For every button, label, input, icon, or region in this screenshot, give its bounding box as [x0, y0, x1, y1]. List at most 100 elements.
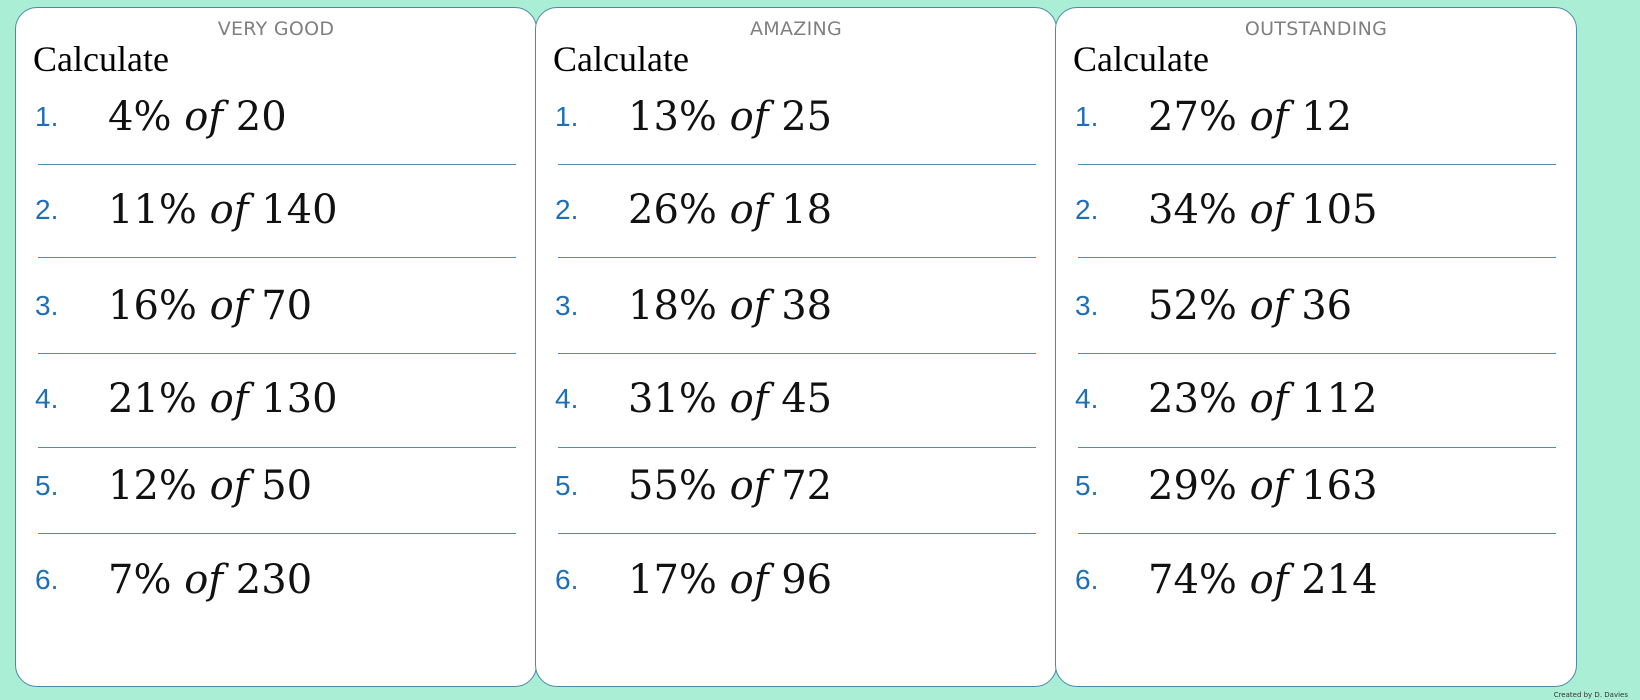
question-expression: 29% of 163: [1148, 456, 1378, 516]
answer-line: [1078, 257, 1556, 258]
question-number: 6.: [35, 564, 59, 595]
amount-value: 72: [781, 463, 833, 509]
answer-line: [558, 164, 1036, 165]
amount-value: 50: [261, 463, 313, 509]
question-expression: 11% of 140: [108, 180, 338, 240]
amount-value: 25: [781, 94, 833, 140]
answer-line: [38, 447, 516, 448]
answer-line: [1078, 447, 1556, 448]
answer-line: [558, 353, 1036, 354]
amount-value: 12: [1301, 94, 1353, 140]
question-number: 3.: [1075, 290, 1099, 321]
instruction-heading: Calculate: [33, 39, 169, 79]
question-number: 5.: [555, 470, 579, 501]
question-expression: 21% of 130: [108, 369, 338, 429]
question-expression: 12% of 50: [108, 456, 312, 516]
question-number: 4.: [35, 383, 59, 414]
amount-value: 18: [781, 187, 833, 233]
instruction-heading: Calculate: [1073, 39, 1209, 79]
of-word: of: [729, 463, 769, 509]
question-item: 2. 26% of 18: [536, 180, 1056, 240]
question-expression: 7% of 230: [108, 550, 312, 610]
answer-line: [558, 447, 1036, 448]
of-word: of: [209, 187, 249, 233]
question-expression: 52% of 36: [1148, 276, 1352, 336]
percent-value: 18%: [628, 283, 717, 329]
question-number: 5.: [35, 470, 59, 501]
amount-value: 36: [1301, 283, 1353, 329]
amount-value: 105: [1301, 187, 1378, 233]
question-number: 1.: [35, 101, 59, 132]
question-item: 5. 12% of 50: [16, 456, 536, 516]
question-expression: 4% of 20: [108, 87, 287, 147]
question-number: 4.: [555, 383, 579, 414]
amount-value: 112: [1301, 376, 1378, 422]
of-word: of: [1249, 376, 1289, 422]
question-item: 6. 74% of 214: [1056, 550, 1576, 610]
answer-line: [558, 533, 1036, 534]
card-very-good: VERY GOOD Calculate 1. 4% of 20 2. 11% of 140…: [15, 7, 537, 687]
answer-line: [558, 257, 1036, 258]
card-outstanding: OUTSTANDING Calculate 1. 27% of 12 2. 34% of …: [1055, 7, 1577, 687]
card-title: VERY GOOD: [217, 18, 335, 40]
credit-text: Created by D. Davies: [1553, 691, 1628, 699]
percent-value: 17%: [628, 557, 717, 603]
amount-value: 38: [781, 283, 833, 329]
amount-value: 20: [235, 94, 287, 140]
question-expression: 13% of 25: [628, 87, 832, 147]
answer-line: [38, 533, 516, 534]
card-amazing: AMAZING Calculate 1. 13% of 25 2. 26% of 18 3.…: [535, 7, 1057, 687]
question-expression: 17% of 96: [628, 550, 832, 610]
amount-value: 70: [261, 283, 313, 329]
percent-value: 26%: [628, 187, 717, 233]
of-word: of: [729, 94, 769, 140]
of-word: of: [729, 376, 769, 422]
question-item: 3. 18% of 38: [536, 276, 1056, 336]
percent-value: 34%: [1148, 187, 1237, 233]
question-number: 4.: [1075, 383, 1099, 414]
of-word: of: [209, 463, 249, 509]
instruction-heading: Calculate: [553, 39, 689, 79]
of-word: of: [209, 283, 249, 329]
answer-line: [38, 164, 516, 165]
question-expression: 74% of 214: [1148, 550, 1378, 610]
of-word: of: [1249, 187, 1289, 233]
question-expression: 55% of 72: [628, 456, 832, 516]
percent-value: 4%: [108, 94, 172, 140]
amount-value: 214: [1301, 557, 1378, 603]
percent-value: 12%: [108, 463, 197, 509]
question-item: 4. 31% of 45: [536, 369, 1056, 429]
answer-line: [1078, 353, 1556, 354]
question-item: 5. 29% of 163: [1056, 456, 1576, 516]
of-word: of: [729, 283, 769, 329]
question-item: 3. 52% of 36: [1056, 276, 1576, 336]
question-item: 4. 23% of 112: [1056, 369, 1576, 429]
percent-value: 29%: [1148, 463, 1237, 509]
amount-value: 163: [1301, 463, 1378, 509]
percent-value: 27%: [1148, 94, 1237, 140]
question-item: 6. 17% of 96: [536, 550, 1056, 610]
question-number: 2.: [35, 194, 59, 225]
of-word: of: [1249, 94, 1289, 140]
amount-value: 45: [781, 376, 833, 422]
question-number: 2.: [555, 194, 579, 225]
answer-line: [38, 257, 516, 258]
answer-line: [1078, 164, 1556, 165]
answer-line: [1078, 533, 1556, 534]
question-item: 6. 7% of 230: [16, 550, 536, 610]
percent-value: 52%: [1148, 283, 1237, 329]
percent-value: 11%: [108, 187, 197, 233]
question-number: 5.: [1075, 470, 1099, 501]
question-item: 2. 34% of 105: [1056, 180, 1576, 240]
question-item: 1. 13% of 25: [536, 87, 1056, 147]
amount-value: 96: [781, 557, 833, 603]
question-expression: 23% of 112: [1148, 369, 1378, 429]
of-word: of: [1249, 283, 1289, 329]
question-expression: 26% of 18: [628, 180, 832, 240]
question-number: 2.: [1075, 194, 1099, 225]
question-number: 3.: [35, 290, 59, 321]
question-number: 6.: [1075, 564, 1099, 595]
question-item: 1. 27% of 12: [1056, 87, 1576, 147]
percent-value: 23%: [1148, 376, 1237, 422]
question-item: 2. 11% of 140: [16, 180, 536, 240]
